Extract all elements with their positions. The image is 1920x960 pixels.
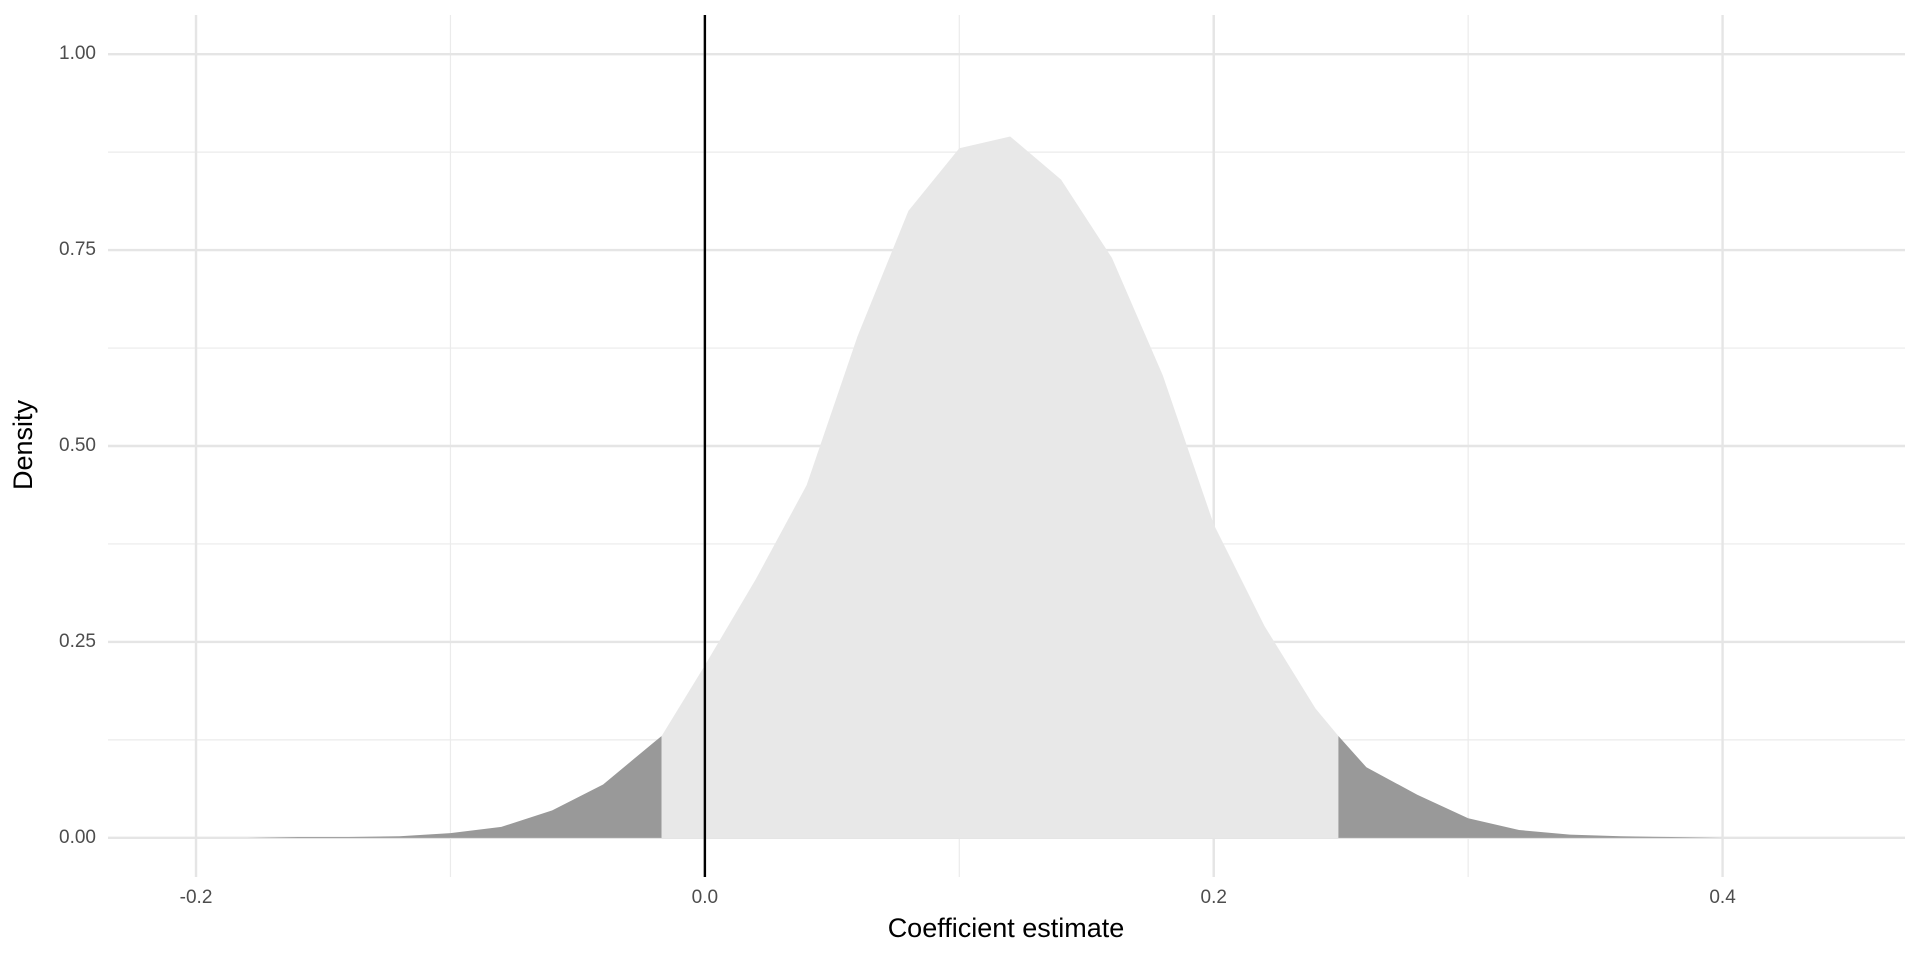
x-tick-label: 0.0 xyxy=(692,887,718,908)
y-tick-label: 0.00 xyxy=(59,827,96,848)
x-axis-title: Coefficient estimate xyxy=(888,913,1125,943)
y-axis-title: Density xyxy=(8,399,38,490)
x-tick-label: -0.2 xyxy=(180,887,213,908)
tail-area xyxy=(1338,735,1723,838)
center-area xyxy=(661,136,1339,838)
y-tick-label: 0.25 xyxy=(59,631,96,652)
x-tick-label: 0.2 xyxy=(1201,887,1227,908)
y-tick-label: 0.50 xyxy=(59,435,96,456)
x-tick-label: 0.4 xyxy=(1709,887,1736,908)
tail-area xyxy=(196,735,662,838)
y-tick-label: 0.75 xyxy=(59,239,96,260)
y-tick-label: 1.00 xyxy=(59,43,96,64)
